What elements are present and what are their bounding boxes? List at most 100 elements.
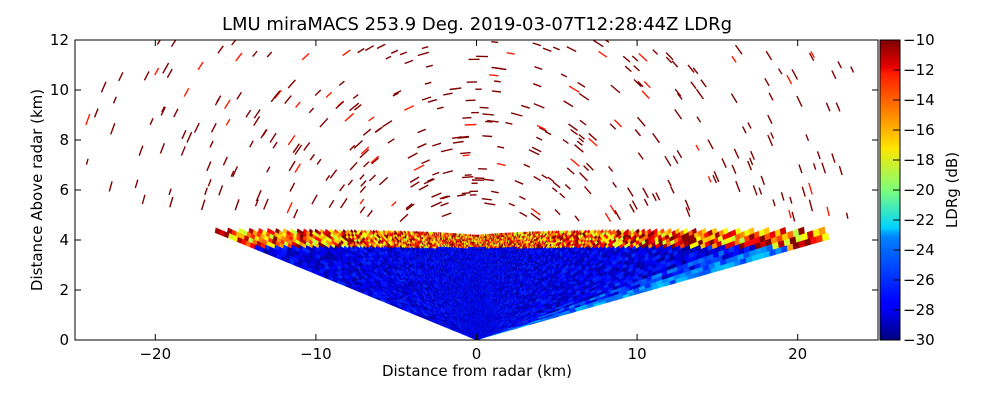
noise-speckle: [508, 202, 515, 207]
noise-speckle: [209, 140, 214, 148]
noise-speckle: [269, 132, 277, 143]
noise-speckle: [270, 93, 278, 103]
noise-speckle: [169, 196, 174, 208]
noise-speckle: [542, 47, 552, 53]
noise-speckle: [588, 132, 598, 141]
noise-speckle: [643, 81, 651, 89]
noise-speckle: [160, 106, 166, 116]
ldr-cell: [748, 227, 755, 235]
noise-speckle: [245, 109, 252, 118]
noise-speckle: [641, 90, 650, 99]
noise-speckle: [637, 80, 644, 88]
noise-speckle: [510, 112, 523, 117]
noise-speckle: [197, 61, 204, 71]
noise-speckle: [643, 198, 649, 207]
noise-speckle: [462, 176, 474, 179]
noise-speckle: [349, 102, 360, 112]
noise-speckle: [430, 201, 442, 208]
noise-speckle: [532, 42, 542, 47]
noise-speckle: [489, 74, 499, 77]
noise-speckle: [506, 52, 515, 55]
noise-speckle: [156, 40, 161, 45]
noise-speckle: [108, 181, 113, 192]
noise-speckle: [93, 108, 99, 118]
noise-speckle: [368, 116, 375, 122]
noise-speckle: [440, 148, 453, 153]
noise-speckle: [669, 186, 675, 194]
noise-speckle: [407, 152, 418, 159]
noise-speckle: [633, 78, 642, 88]
noise-speckle: [613, 119, 623, 128]
noise-speckle: [767, 114, 773, 125]
noise-speckle: [518, 195, 526, 201]
noise-speckle: [143, 71, 150, 81]
noise-speckle: [835, 102, 841, 112]
ldr-cell: [798, 226, 805, 236]
noise-speckle: [289, 182, 296, 192]
noise-speckle: [721, 158, 727, 168]
noise-speckle: [284, 95, 292, 105]
noise-speckle: [464, 174, 472, 176]
noise-speckle: [224, 99, 231, 110]
noise-speckle: [231, 40, 237, 46]
noise-speckle: [768, 92, 774, 101]
noise-speckle: [533, 102, 545, 109]
noise-speckle: [642, 187, 649, 199]
noise-speckle: [85, 113, 91, 126]
noise-speckle: [149, 118, 154, 126]
noise-speckle: [295, 101, 301, 108]
noise-speckle: [604, 212, 612, 222]
noise-speckle: [533, 83, 542, 88]
noise-speckle: [303, 141, 311, 151]
noise-speckle: [735, 180, 741, 193]
noise-speckle: [624, 65, 632, 73]
noise-speckle: [667, 179, 672, 187]
noise-speckle: [812, 163, 817, 170]
noise-speckle: [359, 198, 365, 205]
noise-speckle: [547, 176, 555, 183]
noise-speckle: [287, 79, 296, 89]
noise-speckle: [583, 185, 592, 195]
noise-speckle: [482, 135, 493, 138]
noise-speckle: [457, 193, 466, 197]
noise-speckle: [364, 45, 375, 52]
noise-speckle: [551, 187, 558, 193]
ldr-cell: [821, 232, 830, 242]
noise-speckle: [266, 166, 271, 173]
noise-speckle: [655, 192, 661, 201]
noise-speckle: [791, 211, 796, 222]
noise-speckle: [481, 198, 492, 201]
noise-speckle: [564, 183, 571, 190]
noise-speckle: [443, 92, 453, 96]
noise-speckle: [570, 129, 578, 136]
noise-speckle: [112, 96, 117, 104]
noise-speckle: [791, 69, 799, 80]
noise-speckle: [749, 157, 754, 166]
noise-speckle: [249, 140, 254, 148]
noise-speckle: [421, 96, 432, 101]
noise-speckle: [234, 199, 240, 211]
noise-speckle: [293, 209, 299, 219]
noise-speckle: [459, 135, 469, 139]
noise-speckle: [483, 178, 494, 182]
noise-speckle: [180, 146, 186, 156]
noise-speckle: [576, 140, 583, 146]
noise-speckle: [316, 158, 322, 165]
noise-speckle: [538, 126, 548, 133]
noise-speckle: [808, 182, 813, 195]
noise-speckle: [274, 89, 282, 99]
noise-speckle: [436, 106, 444, 110]
noise-speckle: [491, 41, 499, 44]
noise-speckle: [497, 145, 505, 149]
noise-speckle: [479, 106, 489, 109]
noise-speckle: [695, 88, 704, 100]
noise-speckle: [266, 51, 273, 58]
noise-speckle: [520, 104, 531, 109]
noise-speckle: [777, 68, 783, 75]
noise-speckle: [390, 49, 399, 54]
noise-speckle: [637, 152, 644, 160]
noise-speckle: [288, 160, 296, 172]
noise-speckle: [690, 81, 697, 90]
noise-speckle: [765, 50, 773, 61]
